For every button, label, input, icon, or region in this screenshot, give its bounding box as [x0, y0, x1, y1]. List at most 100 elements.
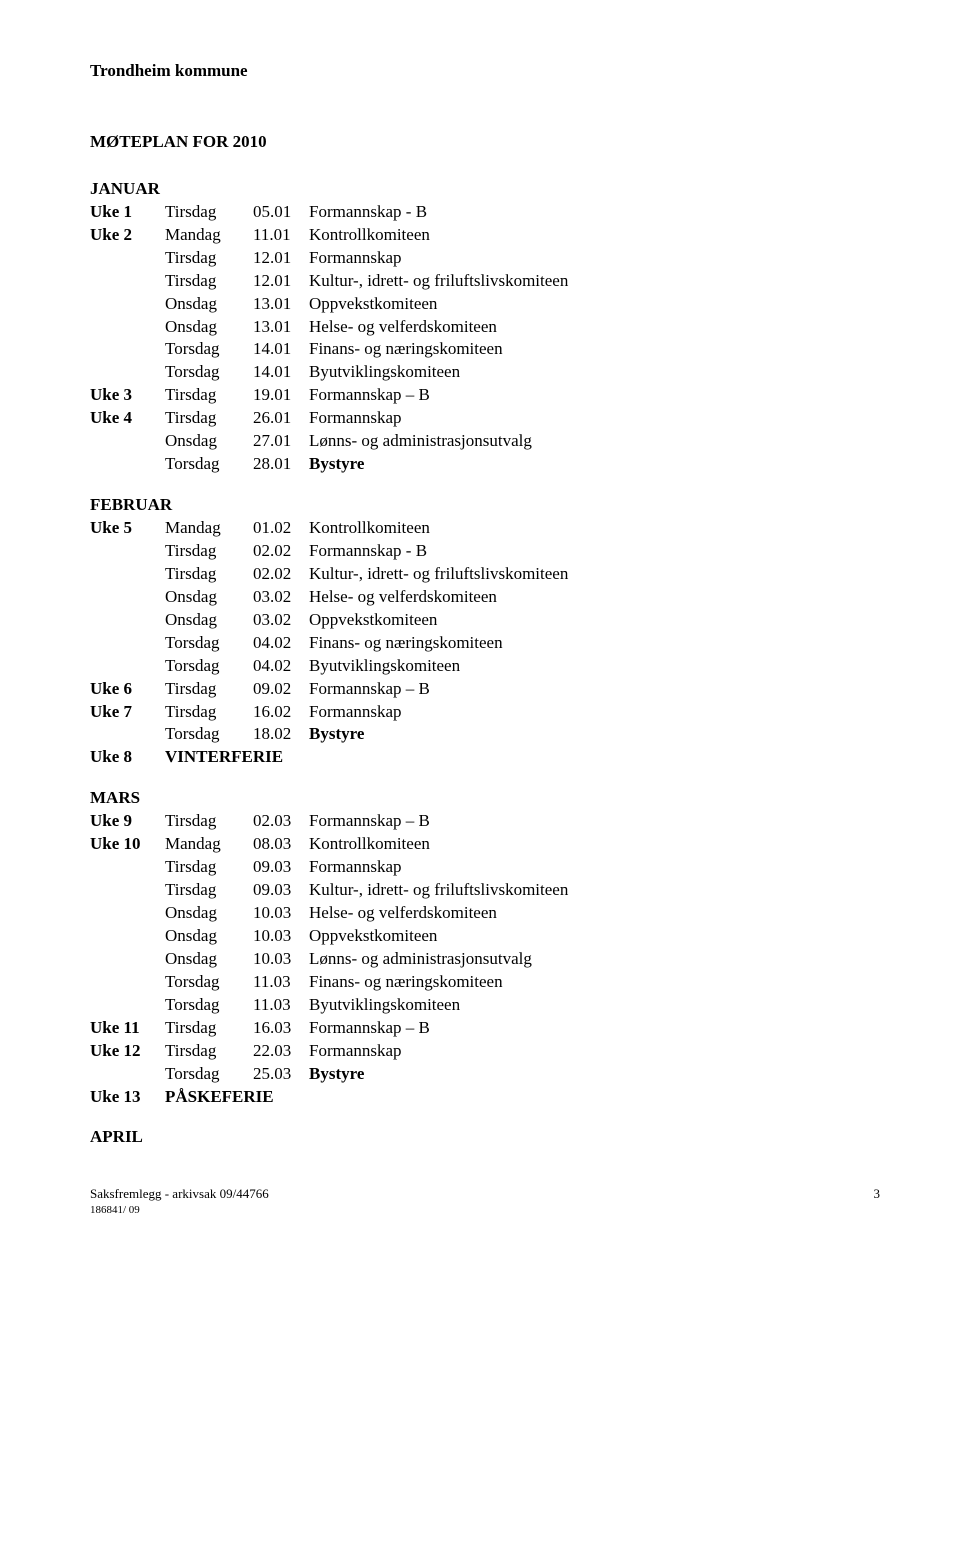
week-cell — [90, 879, 165, 902]
day-cell: VINTERFERIE — [165, 746, 283, 769]
schedule-row: Torsdag04.02Finans- og næringskomiteen — [90, 632, 880, 655]
desc-cell: Kontrollkomiteen — [309, 833, 880, 856]
month-header: APRIL — [90, 1126, 880, 1149]
desc-cell: Formannskap - B — [309, 540, 880, 563]
desc-cell: Formannskap – B — [309, 810, 880, 833]
week-cell — [90, 338, 165, 361]
date-cell: 11.03 — [253, 971, 309, 994]
day-cell: Mandag — [165, 833, 253, 856]
week-cell — [90, 247, 165, 270]
desc-cell: Finans- og næringskomiteen — [309, 632, 880, 655]
date-cell: 11.01 — [253, 224, 309, 247]
day-cell: Tirsdag — [165, 384, 253, 407]
week-cell — [90, 723, 165, 746]
schedule-row: Uke 3Tirsdag19.01Formannskap – B — [90, 384, 880, 407]
desc-cell: Helse- og velferdskomiteen — [309, 902, 880, 925]
day-cell: Onsdag — [165, 293, 253, 316]
desc-cell: Formannskap — [309, 407, 880, 430]
date-cell: 14.01 — [253, 338, 309, 361]
desc-cell: Formannskap — [309, 856, 880, 879]
desc-cell: Byutviklingskomiteen — [309, 655, 880, 678]
schedule-row: Uke 4Tirsdag26.01Formannskap — [90, 407, 880, 430]
date-cell: 03.02 — [253, 586, 309, 609]
schedule-row: Uke 5Mandag01.02Kontrollkomiteen — [90, 517, 880, 540]
schedule-row: Onsdag10.03Helse- og velferdskomiteen — [90, 902, 880, 925]
day-cell: Onsdag — [165, 948, 253, 971]
schedule-row: Torsdag14.01Finans- og næringskomiteen — [90, 338, 880, 361]
date-cell: 25.03 — [253, 1063, 309, 1086]
footer-archive-ref: Saksfremlegg - arkivsak 09/44766 — [90, 1185, 269, 1203]
week-cell: Uke 5 — [90, 517, 165, 540]
desc-cell: Byutviklingskomiteen — [309, 994, 880, 1017]
schedule-content: JANUARUke 1Tirsdag05.01Formannskap - BUk… — [90, 178, 880, 1150]
date-cell: 09.03 — [253, 856, 309, 879]
week-cell: Uke 6 — [90, 678, 165, 701]
desc-cell: Kultur-, idrett- og friluftslivskomiteen — [309, 270, 880, 293]
desc-cell: Kontrollkomiteen — [309, 224, 880, 247]
week-cell — [90, 293, 165, 316]
desc-cell: Bystyre — [309, 1063, 880, 1086]
schedule-row: Torsdag25.03Bystyre — [90, 1063, 880, 1086]
day-cell: Tirsdag — [165, 856, 253, 879]
desc-cell: Lønns- og administrasjonsutvalg — [309, 948, 880, 971]
week-cell: Uke 2 — [90, 224, 165, 247]
day-cell: Torsdag — [165, 655, 253, 678]
week-cell — [90, 632, 165, 655]
date-cell: 10.03 — [253, 948, 309, 971]
schedule-row: Uke 11Tirsdag16.03Formannskap – B — [90, 1017, 880, 1040]
date-cell: 09.02 — [253, 678, 309, 701]
date-cell: 02.02 — [253, 540, 309, 563]
schedule-row: Onsdag03.02Helse- og velferdskomiteen — [90, 586, 880, 609]
page-number: 3 — [874, 1185, 881, 1217]
schedule-row: Onsdag10.03Lønns- og administrasjonsutva… — [90, 948, 880, 971]
day-cell: Onsdag — [165, 902, 253, 925]
schedule-row: Tirsdag02.02Formannskap - B — [90, 540, 880, 563]
desc-cell: Helse- og velferdskomiteen — [309, 316, 880, 339]
desc-cell: Formannskap - B — [309, 201, 880, 224]
week-cell: Uke 7 — [90, 701, 165, 724]
day-cell: Torsdag — [165, 632, 253, 655]
day-cell: Tirsdag — [165, 270, 253, 293]
date-cell: 08.03 — [253, 833, 309, 856]
day-cell: Tirsdag — [165, 563, 253, 586]
desc-cell: Kultur-, idrett- og friluftslivskomiteen — [309, 563, 880, 586]
date-cell: 02.02 — [253, 563, 309, 586]
day-cell: Torsdag — [165, 361, 253, 384]
footer-doc-id: 186841/ 09 — [90, 1203, 269, 1218]
week-cell — [90, 316, 165, 339]
date-cell: 13.01 — [253, 293, 309, 316]
date-cell: 04.02 — [253, 632, 309, 655]
date-cell: 27.01 — [253, 430, 309, 453]
week-cell — [90, 540, 165, 563]
week-cell — [90, 609, 165, 632]
desc-cell: Byutviklingskomiteen — [309, 361, 880, 384]
schedule-row: Uke 1Tirsdag05.01Formannskap - B — [90, 201, 880, 224]
date-cell: 18.02 — [253, 723, 309, 746]
schedule-row: Torsdag14.01Byutviklingskomiteen — [90, 361, 880, 384]
week-cell: Uke 4 — [90, 407, 165, 430]
document-title: MØTEPLAN FOR 2010 — [90, 131, 880, 154]
schedule-row: Onsdag27.01Lønns- og administrasjonsutva… — [90, 430, 880, 453]
date-cell: 19.01 — [253, 384, 309, 407]
day-cell: Tirsdag — [165, 407, 253, 430]
schedule-row: Uke 10Mandag08.03Kontrollkomiteen — [90, 833, 880, 856]
date-cell: 10.03 — [253, 902, 309, 925]
week-cell — [90, 430, 165, 453]
week-cell — [90, 655, 165, 678]
desc-cell: Finans- og næringskomiteen — [309, 338, 880, 361]
page-footer: Saksfremlegg - arkivsak 09/44766 186841/… — [90, 1185, 880, 1217]
week-cell: Uke 3 — [90, 384, 165, 407]
date-cell: 26.01 — [253, 407, 309, 430]
date-cell: 22.03 — [253, 1040, 309, 1063]
day-cell: Onsdag — [165, 430, 253, 453]
date-cell: 09.03 — [253, 879, 309, 902]
day-cell: Torsdag — [165, 723, 253, 746]
date-cell: 11.03 — [253, 994, 309, 1017]
schedule-row: Tirsdag02.02Kultur-, idrett- og frilufts… — [90, 563, 880, 586]
desc-cell: Formannskap – B — [309, 678, 880, 701]
schedule-row: Tirsdag12.01Formannskap — [90, 247, 880, 270]
day-cell: Torsdag — [165, 453, 253, 476]
desc-cell: Formannskap – B — [309, 1017, 880, 1040]
day-cell: Torsdag — [165, 1063, 253, 1086]
desc-cell: Oppvekstkomiteen — [309, 925, 880, 948]
